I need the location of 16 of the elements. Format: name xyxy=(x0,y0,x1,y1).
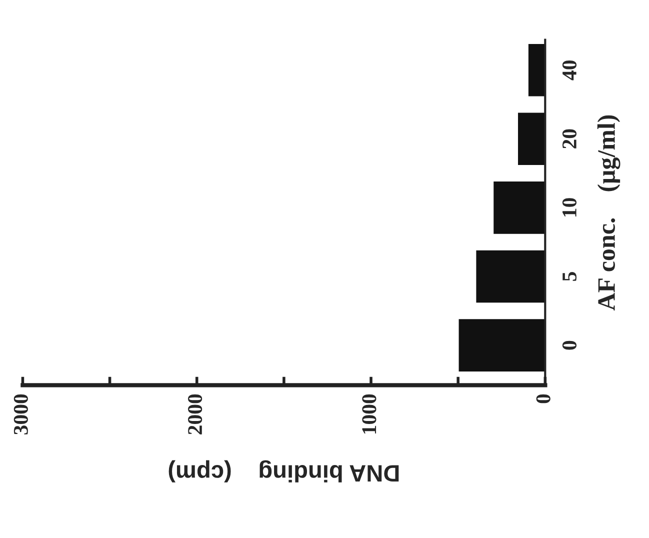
y-axis-title: AF conc. (μg/ml) xyxy=(597,115,620,311)
bar xyxy=(492,180,546,236)
x-tick-label: 0 xyxy=(536,394,550,404)
x-tick-label: 2000 xyxy=(188,394,202,434)
x-axis-title: DNA binding (cpm) xyxy=(168,460,399,482)
y-tick-label: 20 xyxy=(562,129,576,148)
bar xyxy=(457,318,546,373)
bar xyxy=(516,111,546,166)
y-tick-label: 10 xyxy=(562,198,576,216)
y-tick-label: 40 xyxy=(562,60,576,80)
bar xyxy=(527,42,546,98)
x-tick-label: 3000 xyxy=(14,394,28,434)
y-tick-label: 5 xyxy=(562,272,576,281)
x-tick-label: 1000 xyxy=(362,394,376,434)
bar xyxy=(474,248,546,304)
y-tick-label: 0 xyxy=(562,340,576,350)
